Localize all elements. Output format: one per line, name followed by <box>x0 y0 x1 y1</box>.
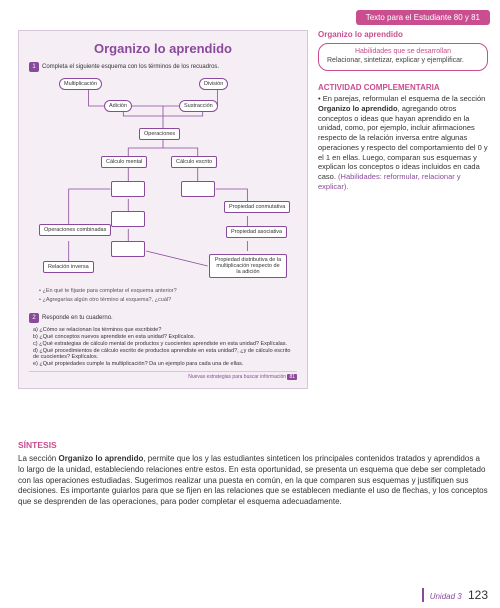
unit-label: Unidad 3 <box>430 592 462 601</box>
sidebar: Organizo lo aprendido Habilidades que se… <box>318 30 488 389</box>
page-number: 123 <box>468 588 488 602</box>
skill-sub: Habilidades que se desarrollan <box>327 48 479 55</box>
footer-text: Nuevas estrategias para buscar informaci… <box>188 374 286 380</box>
node-prop-distributiva: Propiedad distributiva de la multiplicac… <box>209 254 287 278</box>
act-post: , agregando otros conceptos o ideas que … <box>318 104 488 181</box>
task1: 1Completa el siguiente esquema con los t… <box>29 62 297 72</box>
q-e: e) ¿Qué propiedades cumple la multiplica… <box>33 361 297 367</box>
concept-diagram: Multiplicación División Adición Sustracc… <box>29 76 297 311</box>
q-c: c) ¿Qué estrategias de cálculo mental de… <box>33 341 297 347</box>
task2-text: Responde en tu cuaderno. <box>42 315 113 321</box>
act-bold: Organizo lo aprendido <box>318 104 398 113</box>
node-empty-2 <box>181 181 215 197</box>
skill-box: Habilidades que se desarrollan Relaciona… <box>318 43 488 71</box>
synthesis-title: SÍNTESIS <box>18 440 488 450</box>
activity-body: • En parejas, reformulan el esquema de l… <box>318 94 488 192</box>
syn-bold: Organizo lo aprendido <box>58 454 143 463</box>
task2-badge: 2 <box>29 313 39 323</box>
hint-2: • ¿Agregarías algún otro término al esqu… <box>39 297 171 303</box>
node-operaciones: Operaciones <box>139 128 180 140</box>
task1-badge: 1 <box>29 62 39 72</box>
activity-title: ACTIVIDAD COMPLEMENTARIA <box>318 83 488 92</box>
task1-text: Completa el siguiente esquema con los té… <box>42 64 219 70</box>
hint-1: • ¿En qué te fijaste para completar el e… <box>39 288 177 294</box>
node-calc-mental: Cálculo mental <box>101 156 147 168</box>
sidebar-heading: Organizo lo aprendido <box>318 30 488 39</box>
skill-text: Relacionar, sintetizar, explicar y ejemp… <box>327 57 479 64</box>
q-d: d) ¿Qué procedimientos de cálculo escrit… <box>33 348 297 360</box>
node-prop-conmutativa: Propiedad conmutativa <box>224 201 290 213</box>
main-layout: Organizo lo aprendido 1Completa el sigui… <box>0 0 500 389</box>
node-rel-inversa: Relación inversa <box>43 261 94 273</box>
page-footer: Unidad 3 123 <box>422 588 488 602</box>
worksheet-footer: Nuevas estrategias para buscar informaci… <box>29 371 297 380</box>
worksheet-title: Organizo lo aprendido <box>29 41 297 56</box>
task2: 2Responde en tu cuaderno. <box>29 313 297 323</box>
act-pre: En parejas, reformulan el esquema de la … <box>323 94 486 103</box>
node-empty-1 <box>111 181 145 197</box>
header-bar: Texto para el Estudiante 80 y 81 <box>356 10 490 25</box>
node-op-combinadas: Operaciones combinadas <box>39 224 111 236</box>
node-adicion: Adición <box>104 100 132 112</box>
node-sustraccion: Sustracción <box>179 100 218 112</box>
q-b: b) ¿Qué conceptos nuevos aprendiste en e… <box>33 334 297 340</box>
syn-pre: La sección <box>18 454 58 463</box>
worksheet-panel: Organizo lo aprendido 1Completa el sigui… <box>18 30 308 389</box>
node-empty-3 <box>111 211 145 227</box>
node-prop-asociativa: Propiedad asociativa <box>226 226 287 238</box>
synthesis-body: La sección Organizo lo aprendido, permit… <box>18 454 488 508</box>
node-calc-escrito: Cálculo escrito <box>171 156 217 168</box>
synthesis-section: SÍNTESIS La sección Organizo lo aprendid… <box>18 440 488 508</box>
act-purple: (Habilidades: reformular, relacionar y e… <box>318 172 461 191</box>
node-division: División <box>199 78 228 90</box>
footer-page: 81 <box>287 374 297 380</box>
node-multiplicacion: Multiplicación <box>59 78 102 90</box>
q-a: a) ¿Cómo se relacionan los términos que … <box>33 327 297 333</box>
question-list: a) ¿Cómo se relacionan los términos que … <box>29 327 297 367</box>
node-empty-4 <box>111 241 145 257</box>
